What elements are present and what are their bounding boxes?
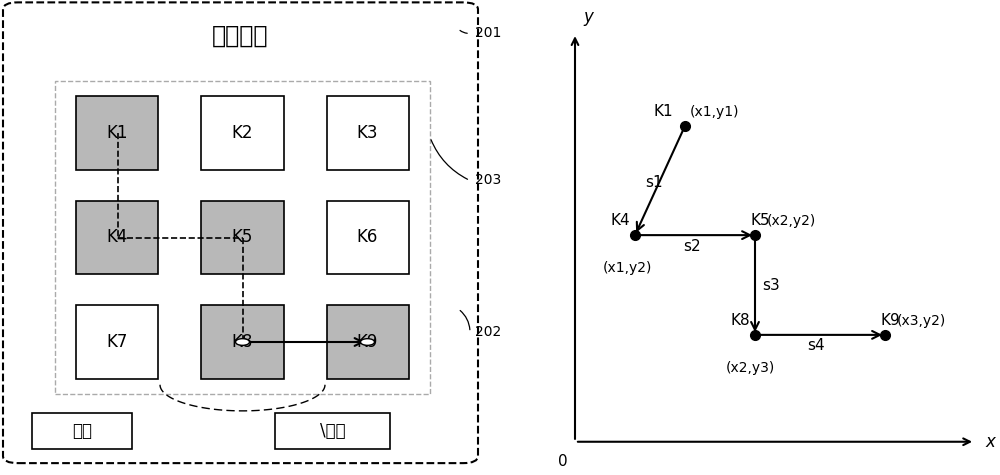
Text: K8: K8: [730, 313, 750, 328]
Text: 设置密码: 设置密码: [212, 24, 269, 48]
Text: K5: K5: [750, 213, 770, 228]
Text: (x2,y2): (x2,y2): [767, 214, 816, 228]
FancyBboxPatch shape: [32, 413, 132, 449]
Text: 202: 202: [475, 325, 501, 340]
Text: s4: s4: [807, 338, 825, 353]
Text: (x2,y3): (x2,y3): [725, 361, 775, 375]
Text: K1: K1: [653, 104, 673, 119]
Text: \确认: \确认: [320, 422, 345, 440]
Text: 退格: 退格: [72, 422, 92, 440]
FancyBboxPatch shape: [76, 96, 158, 170]
Circle shape: [360, 339, 374, 345]
Text: K7: K7: [107, 333, 128, 351]
Text: (x1,y2): (x1,y2): [602, 261, 652, 275]
Text: K3: K3: [357, 124, 378, 142]
Text: (x1,y1): (x1,y1): [690, 105, 740, 119]
FancyBboxPatch shape: [76, 305, 158, 379]
Text: 203: 203: [475, 173, 501, 188]
FancyBboxPatch shape: [201, 96, 284, 170]
FancyBboxPatch shape: [201, 200, 284, 275]
Text: K1: K1: [107, 124, 128, 142]
FancyBboxPatch shape: [326, 200, 409, 275]
Text: y: y: [583, 8, 593, 26]
Text: 201: 201: [475, 26, 501, 40]
Text: s1: s1: [645, 175, 663, 190]
Text: K6: K6: [357, 228, 378, 247]
FancyBboxPatch shape: [76, 200, 158, 275]
FancyBboxPatch shape: [326, 305, 409, 379]
Text: s3: s3: [762, 278, 780, 294]
Text: K9: K9: [357, 333, 378, 351]
Text: K4: K4: [610, 213, 630, 228]
Text: K9: K9: [880, 313, 900, 328]
Text: x: x: [985, 433, 995, 451]
FancyBboxPatch shape: [55, 81, 430, 394]
Text: s2: s2: [683, 238, 701, 254]
Text: K4: K4: [107, 228, 128, 247]
FancyBboxPatch shape: [275, 413, 390, 449]
FancyBboxPatch shape: [3, 2, 478, 463]
Text: K5: K5: [232, 228, 253, 247]
Text: K2: K2: [232, 124, 253, 142]
Circle shape: [236, 339, 250, 345]
FancyBboxPatch shape: [326, 96, 409, 170]
Text: K8: K8: [232, 333, 253, 351]
Text: (x3,y2): (x3,y2): [897, 314, 946, 328]
Text: 0: 0: [558, 454, 568, 469]
FancyBboxPatch shape: [201, 305, 284, 379]
